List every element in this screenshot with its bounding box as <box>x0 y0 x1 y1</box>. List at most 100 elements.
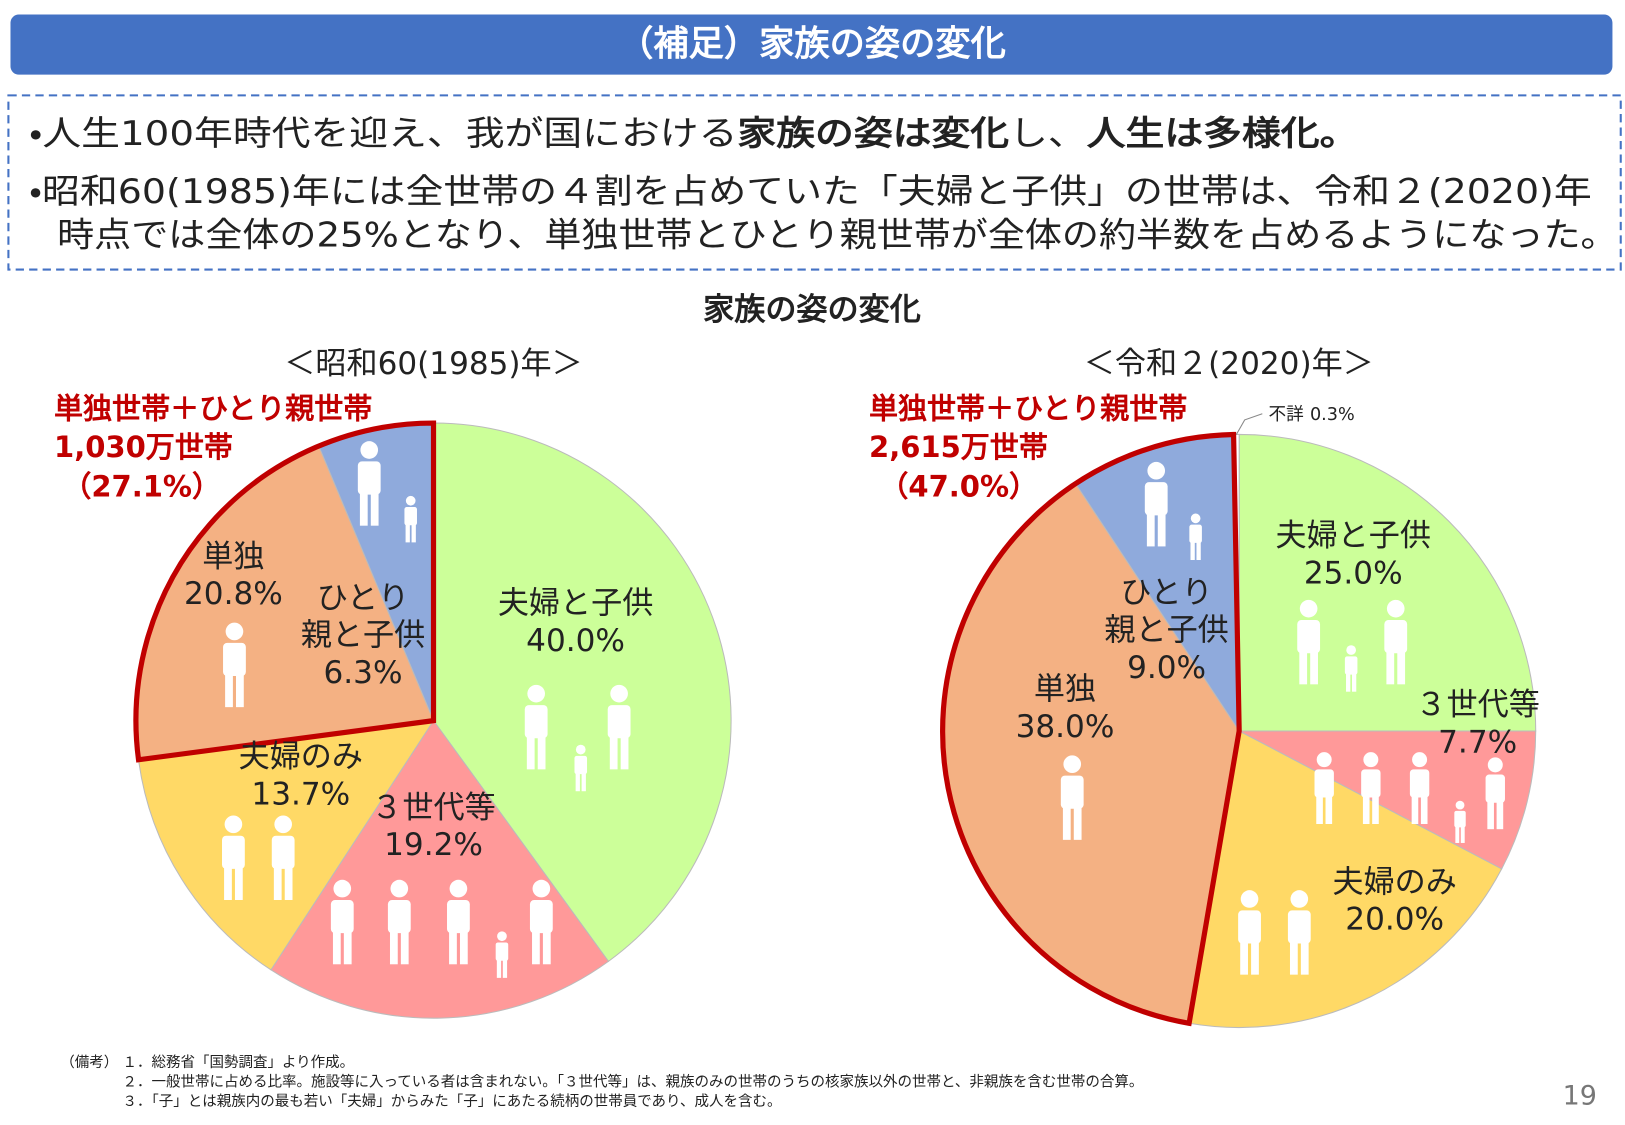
icon-body <box>222 835 245 869</box>
icon-body <box>1361 769 1381 798</box>
icon-head <box>405 495 416 506</box>
slice-label: 単独 <box>202 539 264 575</box>
slice-label: ３世代等 <box>371 790 495 826</box>
person-icon <box>330 879 354 965</box>
icon-head <box>527 684 545 703</box>
person-icon <box>529 879 553 965</box>
bullet-text: 時点では全体の25%となり、単独世帯とひとり親世帯が全体の約半数を占めるようにな… <box>57 215 1617 255</box>
person-icon <box>1454 800 1466 843</box>
person-icon <box>1297 599 1321 685</box>
person-icon <box>404 495 417 543</box>
icon-leg <box>1299 649 1308 685</box>
icon-head <box>1346 645 1356 655</box>
highlight-annotation: 1,030万世帯 <box>54 430 233 464</box>
icon-body <box>1344 656 1358 675</box>
icon-leg <box>284 864 293 900</box>
icon-leg <box>1240 939 1248 975</box>
icon-head <box>575 744 586 755</box>
icon-body <box>1238 910 1261 944</box>
icon-body <box>387 900 411 934</box>
icon-leg <box>502 958 508 978</box>
icon-body <box>271 835 295 869</box>
icon-body <box>447 900 470 934</box>
icon-leg <box>1325 794 1333 824</box>
icon-leg <box>1487 799 1494 830</box>
icon-leg <box>236 671 244 708</box>
icon-head <box>225 622 244 641</box>
slice-label: 単独 <box>1034 672 1096 708</box>
slice-value: 9.0% <box>1127 650 1206 686</box>
slice-value: 20.8% <box>184 576 283 612</box>
person-icon <box>271 815 295 900</box>
icon-leg <box>1062 804 1071 840</box>
bullet-line: 時点では全体の25%となり、単独世帯とひとり親世帯が全体の約半数を占めるようにな… <box>57 215 1617 255</box>
icon-leg <box>532 929 540 965</box>
highlight-annotation: （47.0%） <box>879 469 1038 503</box>
icon-body <box>330 900 354 934</box>
icon-leg <box>234 864 243 900</box>
small-label-value: 0.3% <box>1310 405 1355 425</box>
icon-leg <box>1411 794 1419 824</box>
header-title: （補足）家族の姿の変化 <box>618 24 1006 65</box>
slice-value: 20.0% <box>1345 902 1444 938</box>
icon-leg <box>1300 939 1309 975</box>
icon-body <box>1189 524 1202 543</box>
note-item: １．総務省「国勢調査」より作成。 <box>122 1054 354 1071</box>
pie-slice <box>270 719 610 1019</box>
icon-leg <box>343 929 352 965</box>
icon-leg <box>405 522 410 543</box>
icon-leg <box>332 929 341 965</box>
icon-leg <box>1157 511 1166 547</box>
icon-leg <box>537 734 546 770</box>
icon-leg <box>225 671 233 708</box>
icon-body <box>1297 620 1321 654</box>
bullet-text: し、 <box>1009 113 1087 153</box>
person-icon <box>357 441 381 526</box>
icon-head <box>532 879 551 898</box>
person-icon <box>1238 890 1261 975</box>
slice-value: 19.2% <box>384 827 483 863</box>
note-item: ３．「子」とは親族内の最も若い「夫婦」からみた「子」にあたる続柄の世帯員であり、… <box>122 1092 781 1110</box>
icon-head <box>610 684 628 703</box>
icon-leg <box>224 864 232 900</box>
icon-leg <box>1146 511 1155 547</box>
icon-body <box>223 642 246 677</box>
icon-body <box>1314 769 1334 798</box>
icon-leg <box>1346 672 1351 692</box>
person-icon <box>1144 461 1168 547</box>
slice-label: ひとり親と子供 <box>301 580 425 653</box>
icon-body <box>1485 774 1505 803</box>
icon-leg <box>1352 672 1357 692</box>
icon-head <box>360 441 379 459</box>
icon-leg <box>620 734 629 770</box>
icon-leg <box>1289 939 1298 975</box>
highlight-annotation: （27.1%） <box>62 469 221 503</box>
person-icon <box>1361 752 1381 824</box>
icon-leg <box>1196 540 1201 561</box>
icon-leg <box>542 929 551 965</box>
slice-label: 夫婦と子供 <box>1275 518 1430 554</box>
bullet-line: ・昭和60(1985)年には全世帯の４割を占めていた「夫婦と子供」の世帯は、令和… <box>29 171 1592 211</box>
icon-head <box>1147 461 1166 480</box>
icon-head <box>1299 599 1318 618</box>
slice-value: 40.0% <box>526 623 625 659</box>
person-icon <box>447 879 470 965</box>
person-icon <box>607 684 631 770</box>
slice-value: 13.7% <box>251 776 350 812</box>
slice-label: 夫婦と子供 <box>498 585 653 621</box>
icon-leg <box>1386 649 1395 685</box>
bullet-text: 人生は多様化 <box>1087 113 1320 153</box>
highlight-outline <box>133 420 437 763</box>
icon-leg <box>1397 649 1406 685</box>
icon-head <box>497 931 507 942</box>
icon-head <box>1063 755 1082 773</box>
pie-slice <box>433 422 732 963</box>
icon-body <box>1454 810 1466 828</box>
icon-leg <box>273 864 282 900</box>
person-icon <box>524 684 548 770</box>
charts-title: 家族の姿の変化 <box>703 292 921 328</box>
icon-head <box>390 879 409 898</box>
highlight-annotation: 単独世帯＋ひとり親世帯 <box>869 392 1187 426</box>
person-icon <box>1189 513 1202 561</box>
